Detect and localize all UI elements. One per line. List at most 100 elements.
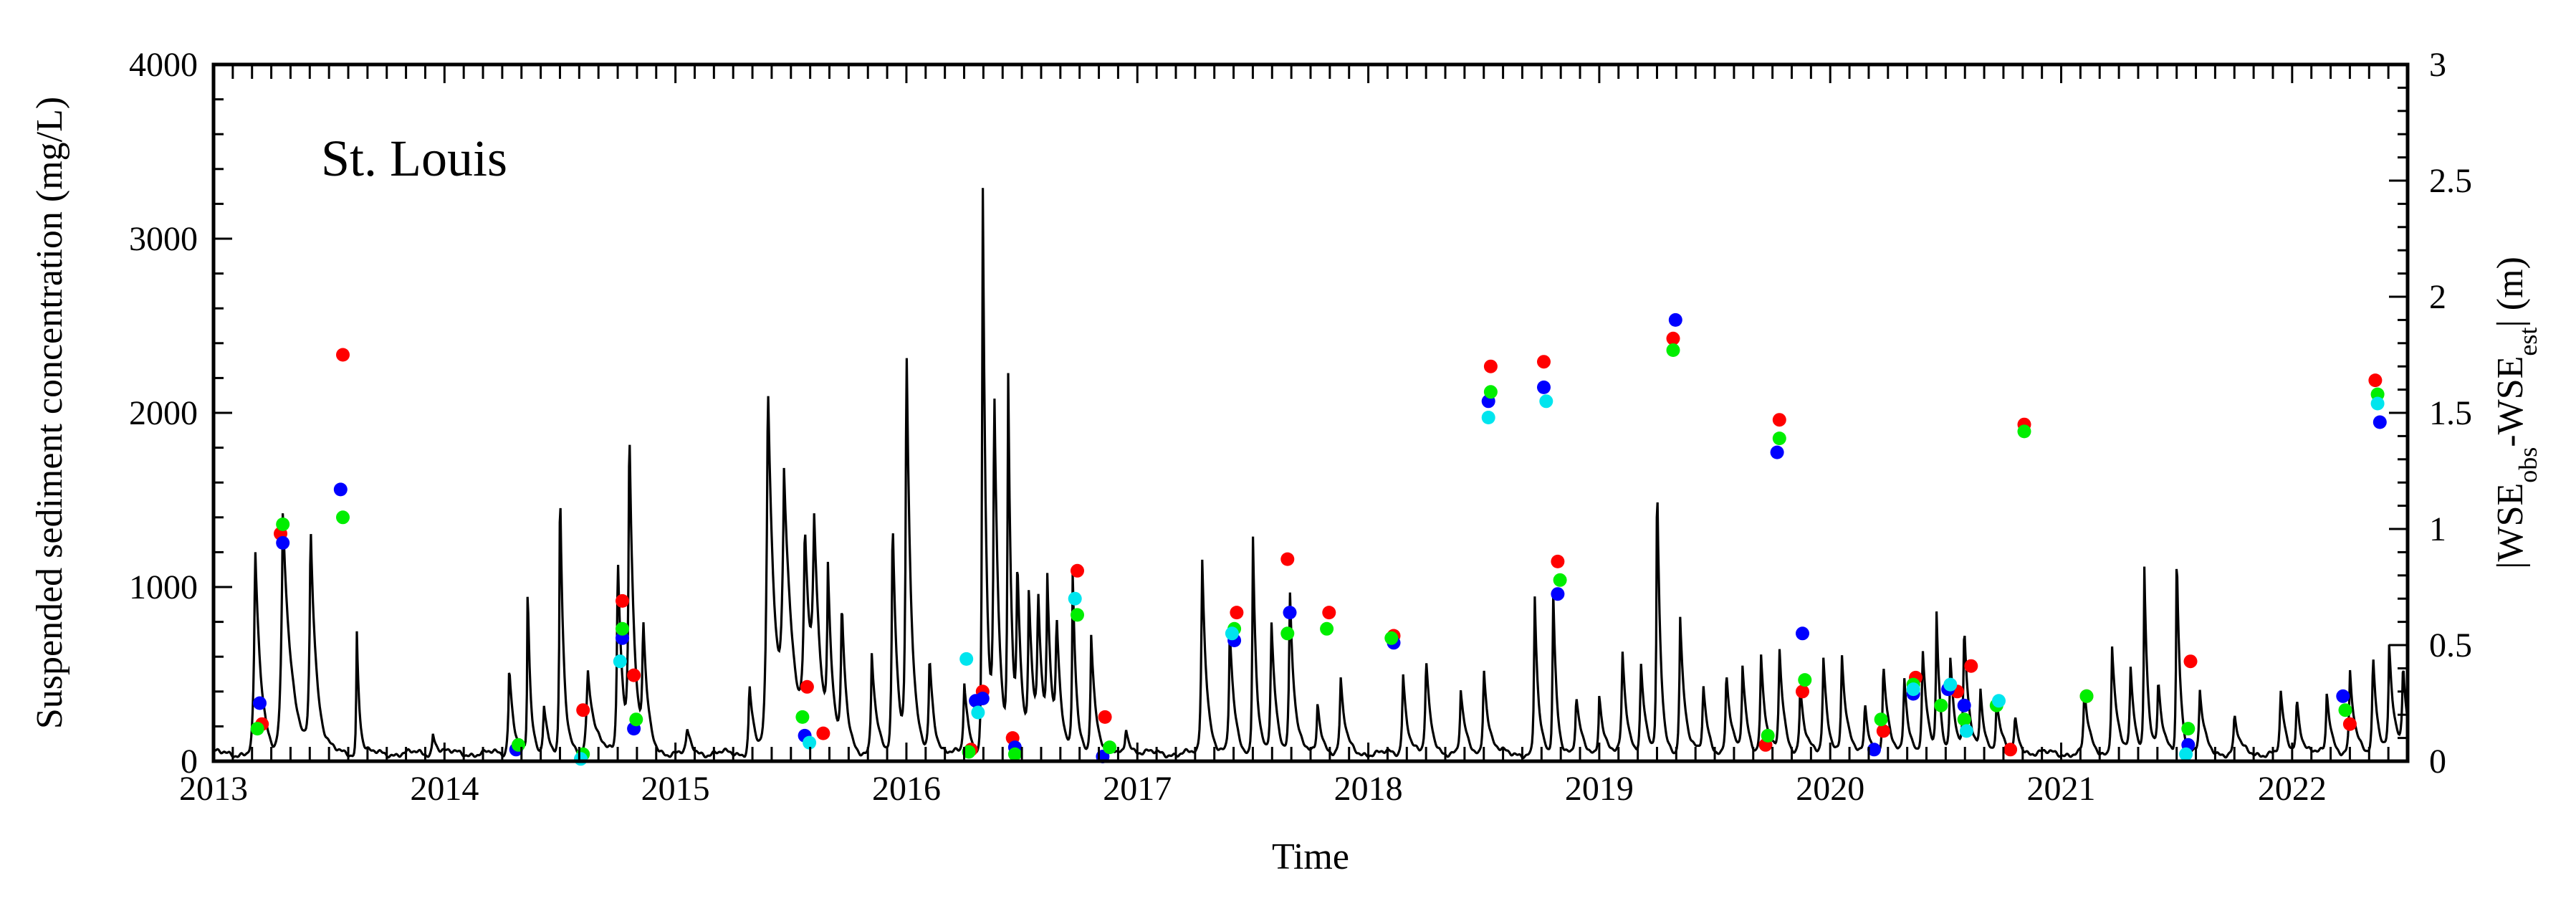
y-axis-right-title: |WSEobs-WSEest| (m) (2490, 257, 2542, 569)
wse-marker-red (2003, 743, 2018, 757)
y-right-title-part: -WSE (2490, 356, 2531, 447)
wse-marker-green (1071, 608, 1084, 622)
wse-marker-blue (1867, 743, 1881, 757)
wse-marker-cyan (1539, 394, 1553, 409)
x-tick-label: 2021 (2027, 770, 2096, 808)
wse-marker-red (1280, 552, 1295, 566)
wse-marker-cyan (1225, 626, 1239, 641)
wse-marker-red (576, 703, 590, 717)
wse-marker-green (1320, 621, 1334, 636)
wse-marker-blue (1668, 313, 1682, 327)
x-tick-label: 2019 (1565, 770, 1634, 808)
wse-marker-green (1934, 698, 1948, 712)
wse-marker-red (616, 593, 629, 608)
wse-marker-cyan (1992, 694, 2006, 708)
x-tick-label: 2013 (179, 770, 248, 808)
x-axis-title: Time (1272, 836, 1349, 877)
x-tick-label: 2022 (2258, 770, 2327, 808)
wse-marker-red (1071, 563, 1084, 578)
wse-marker-green (2338, 703, 2352, 717)
wse-marker-red (2342, 717, 2357, 731)
wse-marker-blue (1957, 698, 1971, 712)
y-left-tick-label: 4000 (129, 46, 198, 84)
wse-marker-red (336, 348, 350, 362)
wse-marker-green (1957, 712, 1971, 727)
wse-marker-red (1551, 554, 1565, 568)
wse-marker-green (629, 712, 643, 727)
y-right-tick-label: 0 (2429, 743, 2446, 781)
wse-marker-green (616, 621, 629, 636)
wse-marker-blue (2336, 689, 2350, 703)
wse-marker-red (1230, 606, 1244, 620)
wse-marker-red (2368, 373, 2383, 388)
wse-marker-blue (975, 692, 990, 705)
wse-marker-red (1537, 355, 1551, 369)
wse-marker-green (1553, 573, 1567, 587)
wse-marker-cyan (1481, 411, 1495, 424)
wse-marker-green (1103, 740, 1117, 755)
wse-marker-red (816, 726, 830, 740)
wse-marker-red (800, 679, 814, 694)
y-left-tick-label: 1000 (129, 568, 198, 606)
wse-marker-blue (276, 535, 290, 550)
wse-marker-cyan (574, 752, 588, 766)
tick-layer (212, 63, 2409, 763)
wse-marker-blue (616, 631, 629, 645)
wse-marker-blue (253, 696, 267, 710)
y-right-title-sub: est (2514, 328, 2542, 356)
wse-marker-cyan (613, 654, 627, 669)
y-right-tick-label: 1 (2429, 510, 2446, 548)
wse-marker-red (1964, 659, 1978, 673)
wse-marker-green (250, 722, 264, 736)
wse-marker-green (512, 738, 525, 752)
ssc-line (213, 188, 2409, 760)
wse-marker-blue (1537, 380, 1551, 394)
station-annotation: St. Louis (321, 130, 507, 187)
y-axis-left-title: Suspended sediment concentration (mg/L) (29, 97, 70, 729)
y-right-tick-label: 3 (2429, 46, 2446, 84)
x-tick-label: 2018 (1334, 770, 1403, 808)
y-right-title-part: | (m) (2490, 257, 2531, 328)
wse-marker-blue (1796, 626, 1809, 641)
wse-marker-green (1007, 747, 1022, 761)
wse-marker-green (1874, 712, 1888, 727)
wse-marker-blue (333, 482, 348, 497)
wse-marker-green (2017, 424, 2031, 439)
wse-marker-green (962, 745, 976, 759)
wse-marker-cyan (1906, 682, 1920, 697)
wse-marker-cyan (1068, 591, 1082, 606)
wse-marker-red (1098, 710, 1112, 724)
y-left-tick-label: 3000 (129, 220, 198, 258)
wse-marker-red (1876, 724, 1890, 738)
wse-marker-cyan (1943, 677, 1958, 692)
wse-marker-cyan (959, 652, 974, 666)
wse-marker-green (2181, 722, 2196, 736)
y-right-tick-label: 2.5 (2429, 162, 2472, 200)
wse-marker-layer (250, 313, 2387, 766)
wse-marker-green (1384, 631, 1399, 645)
wse-marker-red (1796, 685, 1809, 699)
wse-marker-green (2079, 689, 2094, 703)
y-right-tick-label: 0.5 (2429, 626, 2472, 664)
wse-marker-red (627, 668, 641, 682)
wse-marker-green (795, 710, 810, 724)
x-tick-label: 2015 (641, 770, 710, 808)
ssc-line-layer (213, 188, 2409, 760)
wse-marker-cyan (971, 705, 985, 720)
wse-marker-green (1280, 626, 1295, 641)
wse-marker-blue (1770, 445, 1784, 459)
wse-marker-blue (2372, 415, 2387, 429)
wse-marker-cyan (803, 735, 817, 750)
wse-marker-cyan (2370, 396, 2385, 411)
wse-marker-red (2183, 654, 2198, 669)
wse-marker-blue (1283, 606, 1297, 620)
wse-marker-green (1761, 728, 1775, 743)
wse-marker-green (1772, 431, 1786, 446)
wse-marker-cyan (2179, 747, 2193, 761)
y-right-title-part: |WSE (2490, 483, 2531, 569)
wse-marker-green (1666, 343, 1680, 357)
x-tick-label: 2016 (872, 770, 941, 808)
plot-frame (211, 62, 2410, 763)
wse-marker-red (1322, 606, 1336, 620)
